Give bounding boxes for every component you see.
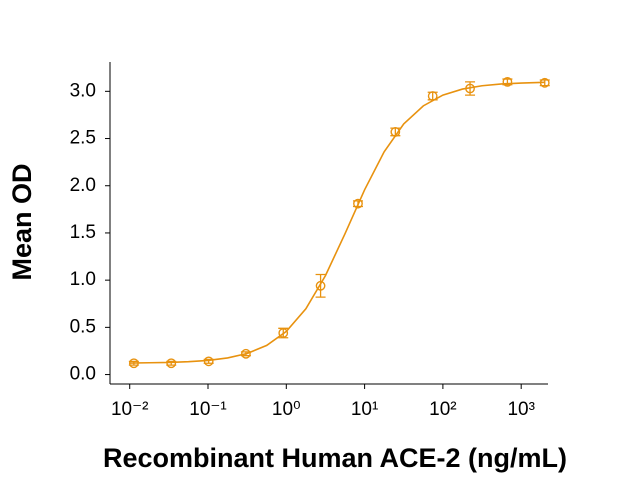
y-tick-label: 3.0 [70,80,96,101]
data-point [315,280,326,291]
y-tick-label: 0.0 [70,364,96,385]
x-tick-label: 10⁰ [272,399,301,420]
x-tick-label: 10⁻¹ [189,399,227,420]
data-point [502,76,513,87]
x-tick-label: 10³ [507,399,534,420]
x-tick-label: 10¹ [351,399,378,420]
y-tick-label: 1.5 [70,222,96,243]
y-axis-title: Mean OD [7,163,37,280]
data-point [278,328,289,338]
x-tick-label: 10² [429,399,456,420]
x-tick-label: 10⁻² [111,399,149,420]
error-bar [315,273,326,298]
fit-curve [129,81,545,364]
y-tick-label: 2.0 [70,175,96,196]
data-point [241,348,251,359]
x-axis-title: Recombinant Human ACE-2 (ng/mL) [103,443,567,473]
y-tick-label: 2.5 [70,128,96,149]
y-tick-label: 0.5 [70,316,96,337]
data-point [353,198,363,209]
y-tick-label: 1.0 [70,269,96,290]
